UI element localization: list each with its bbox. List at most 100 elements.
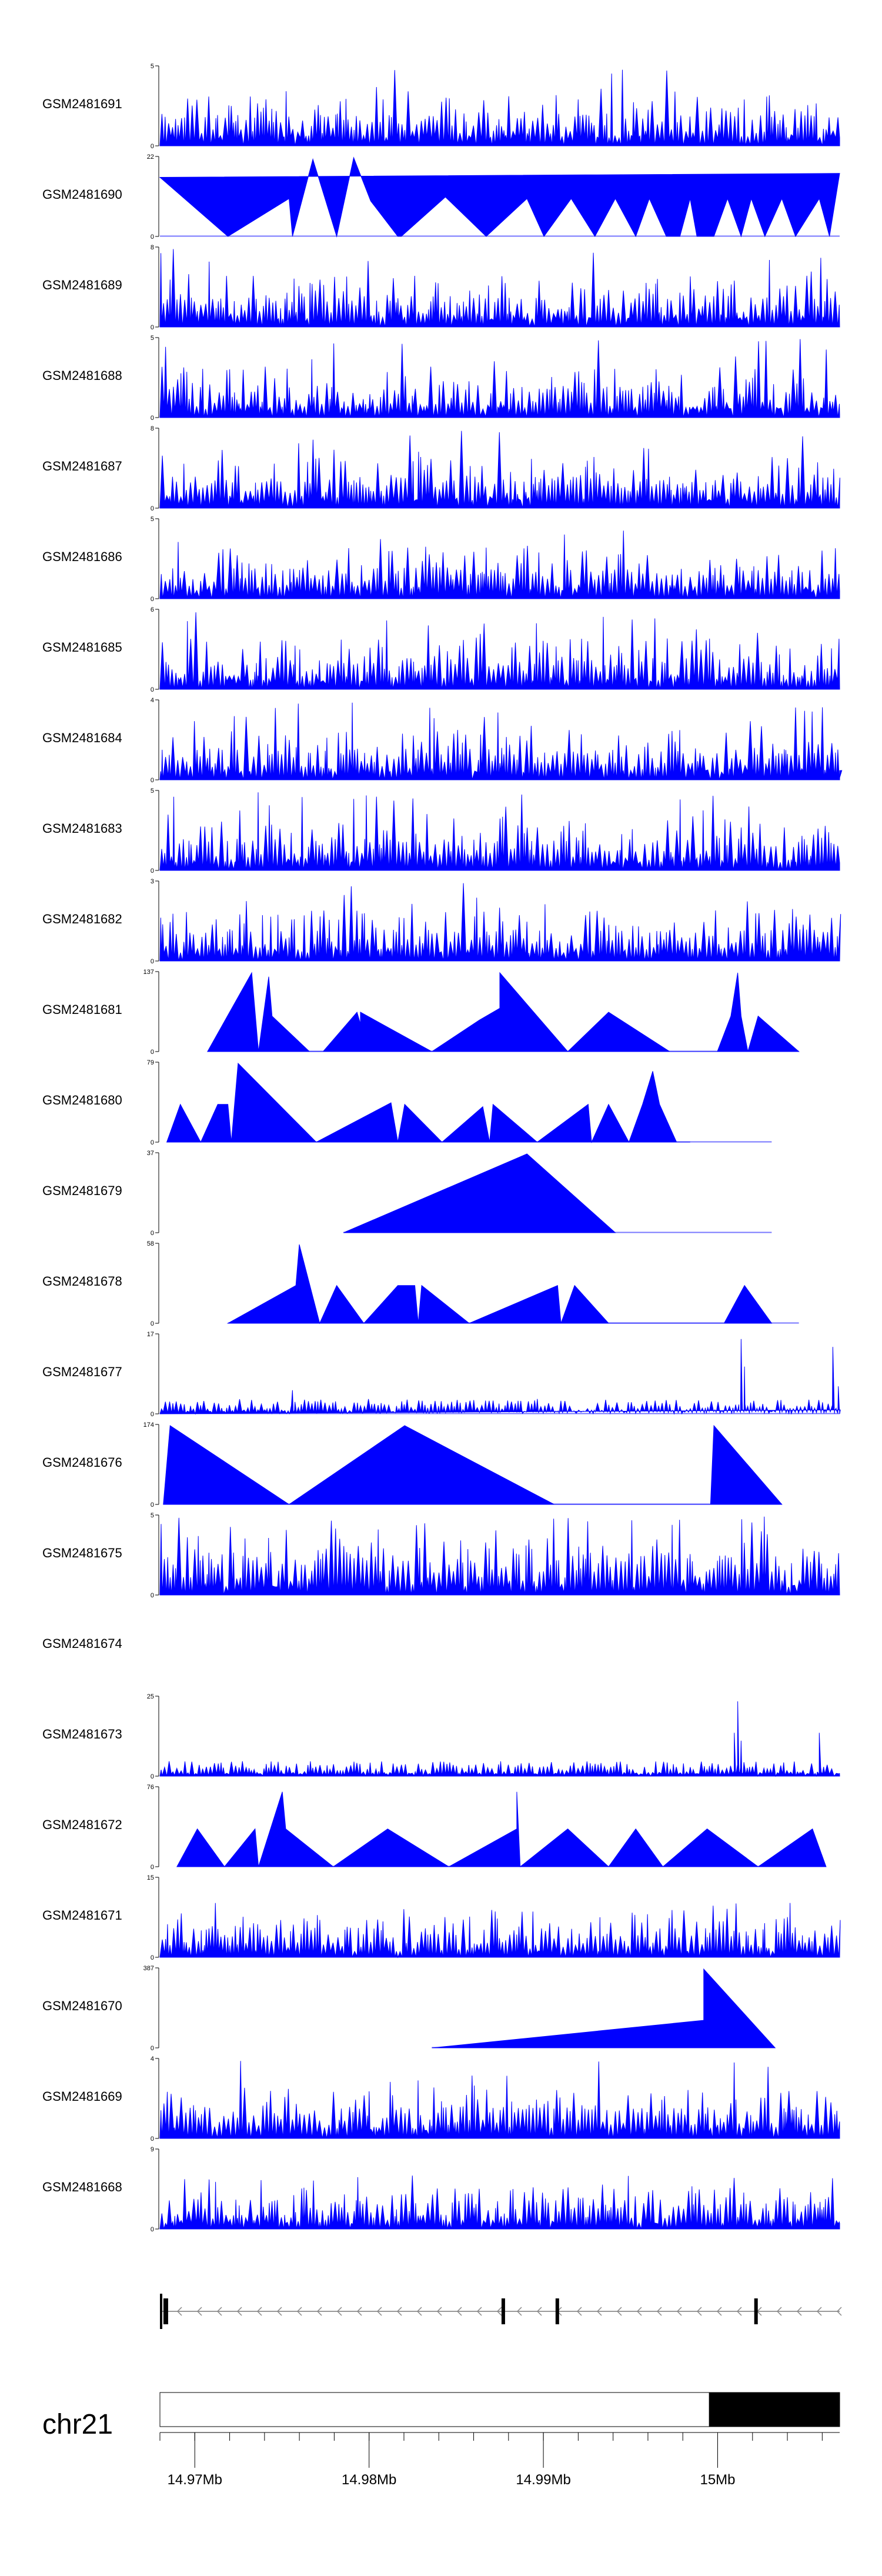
track-label: GSM2481686 [42,549,122,564]
signal-area [159,69,840,146]
track-label: GSM2481675 [42,1546,122,1560]
strand-arrow [536,2307,542,2316]
track-label: GSM2481674 [42,1636,122,1651]
track-GSM2481681: GSM2481681 137 0 [42,969,800,1056]
strand-arrow [656,2307,662,2316]
strand-arrow [776,2307,782,2316]
y-tick-label-min: 0 [151,1139,154,1146]
y-tick-label-max: 4 [151,697,154,704]
y-tick-label-min: 0 [151,143,154,150]
y-tick-label-max: 5 [151,516,154,523]
y-tick-label-max: 58 [147,1240,154,1247]
strand-arrow [216,2307,222,2316]
track-GSM2481691: GSM2481691 5 0 [42,63,840,150]
track-GSM2481686: GSM2481686 5 0 [42,516,840,603]
x-tick-label: 14.99Mb [516,2472,570,2488]
strand-arrow [796,2307,802,2316]
y-tick-label-max: 137 [143,969,154,976]
strand-arrow [836,2307,842,2316]
y-tick-label-min: 0 [151,1501,154,1509]
y-tick-label-max: 5 [151,63,154,70]
track-GSM2481672: GSM2481672 76 0 [42,1784,827,1871]
track-label: GSM2481679 [42,1183,122,1198]
signal-area [176,1791,827,1868]
signal-area [226,1244,773,1324]
signal-area [207,972,800,1052]
signal-area [159,2175,840,2230]
track-label: GSM2481678 [42,1274,122,1289]
strand-arrow [696,2307,702,2316]
y-tick-label-min: 0 [151,415,154,422]
track-label: GSM2481671 [42,1908,122,1923]
track-GSM2481674: GSM2481674 [42,1636,122,1651]
strand-arrow [716,2307,722,2316]
y-tick-label-max: 9 [151,2146,154,2153]
y-tick-label-max: 5 [151,788,154,795]
y-tick-label-min: 0 [151,1320,154,1327]
track-label: GSM2481684 [42,730,122,745]
signal-area [159,883,841,962]
y-tick-label-min: 0 [151,1592,154,1599]
signal-area [159,339,840,418]
track-label: GSM2481670 [42,1998,122,2013]
track-label: GSM2481682 [42,912,122,926]
track-GSM2481683: GSM2481683 5 0 [42,788,840,875]
signal-area [166,1062,690,1143]
track-GSM2481690: GSM2481690 22 0 [42,154,840,241]
y-tick-label-max: 17 [147,1331,154,1338]
signal-area [163,1424,783,1505]
signal-area [159,702,843,780]
track-label: GSM2481676 [42,1455,122,1470]
y-tick-label-max: 4 [151,2056,154,2063]
track-label: GSM2481688 [42,368,122,383]
y-tick-label-max: 25 [147,1693,154,1700]
ideogram-band [709,2393,840,2427]
y-tick-label-max: 6 [151,606,154,613]
track-label: GSM2481689 [42,278,122,292]
signal-area [159,1701,840,1777]
track-GSM2481688: GSM2481688 5 0 [42,335,840,422]
signal-tracks: GSM248169150GSM2481690220GSM248168980GSM… [42,63,843,2233]
y-tick-label-max: 387 [143,1965,154,1972]
signal-area [432,1968,776,2048]
y-tick-label-max: 15 [147,1874,154,1881]
track-GSM2481673: GSM2481673 25 0 [42,1693,840,1780]
strand-arrow [736,2307,742,2316]
y-tick-label-min: 0 [151,233,154,241]
track-GSM2481671: GSM2481671 15 0 [42,1874,841,1961]
strand-arrow [276,2307,282,2316]
y-tick-label-min: 0 [151,2135,154,2143]
y-tick-label-min: 0 [151,1954,154,1961]
signal-area [159,1516,840,1596]
track-GSM2481676: GSM2481676 174 0 [42,1422,783,1509]
track-label: GSM2481685 [42,640,122,655]
track-GSM2481684: GSM2481684 4 0 [42,697,843,784]
chromosome-label: chr21 [42,2409,113,2440]
strand-arrow [376,2307,382,2316]
strand-arrow [356,2307,362,2316]
track-GSM2481689: GSM2481689 8 0 [42,244,840,331]
y-tick-label-max: 79 [147,1059,154,1066]
y-tick-label-max: 3 [151,878,154,885]
signal-area [159,431,840,509]
strand-arrow [596,2307,602,2316]
signal-area [159,2061,840,2139]
y-tick-label-min: 0 [151,1864,154,1871]
strand-arrow [256,2307,262,2316]
x-tick-label: 15Mb [700,2472,735,2488]
strand-arrow [416,2307,422,2316]
y-tick-label-min: 0 [151,777,154,784]
track-GSM2481687: GSM2481687 8 0 [42,425,840,512]
strand-arrow [336,2307,342,2316]
strand-arrow [236,2307,242,2316]
signal-area [159,1903,841,1958]
track-label: GSM2481677 [42,1364,122,1379]
strand-arrow [676,2307,682,2316]
y-tick-label-min: 0 [151,505,154,512]
track-label: GSM2481690 [42,187,122,202]
y-tick-label-min: 0 [151,2226,154,2233]
y-tick-label-max: 22 [147,154,154,161]
x-tick-label: 14.98Mb [342,2472,396,2488]
track-label: GSM2481683 [42,821,122,836]
track-label: GSM2481687 [42,459,122,473]
